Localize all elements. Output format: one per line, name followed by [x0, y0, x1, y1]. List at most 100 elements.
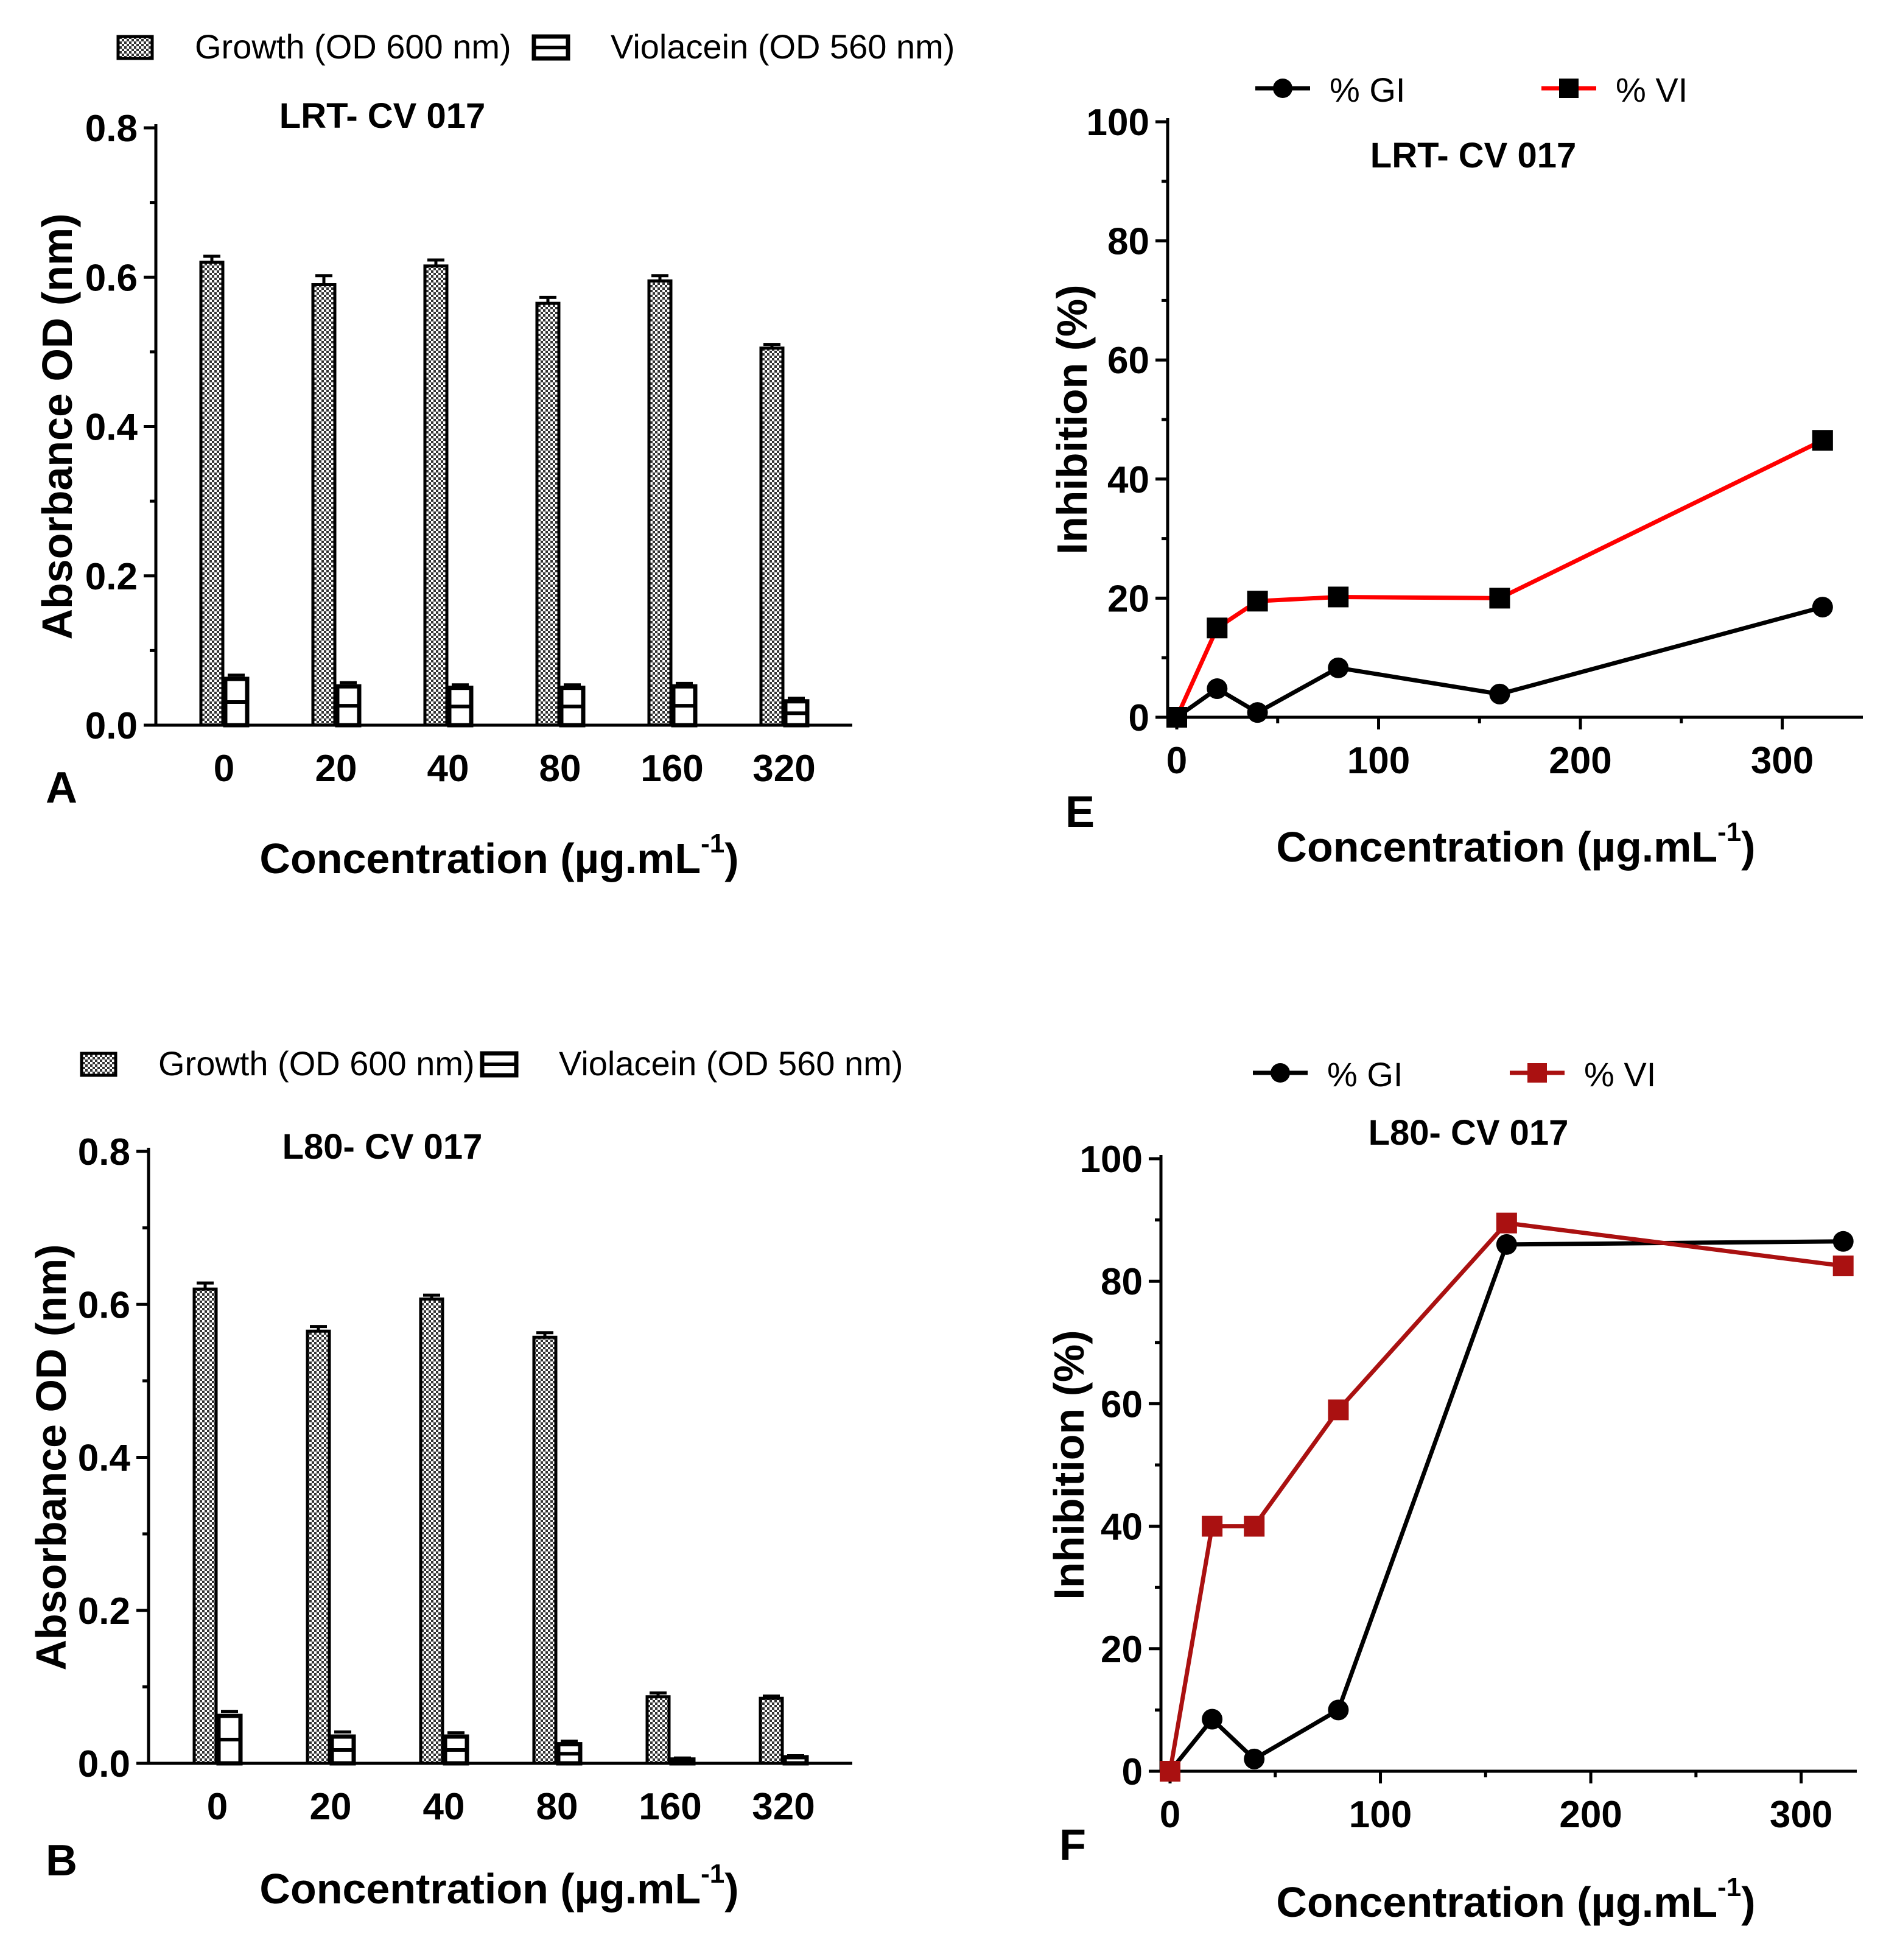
data-point-vi-160	[1496, 1212, 1517, 1234]
x-tick-label: 20	[310, 1786, 352, 1828]
x-axis-label-end: )	[1741, 823, 1755, 871]
data-point-vi-320	[1832, 1256, 1854, 1277]
data-point-vi-320	[1812, 430, 1833, 451]
x-axis-label: Concentration (µg.mL-1)	[259, 1859, 738, 1913]
x-axis-label-main: Concentration (µg.mL	[259, 835, 701, 882]
data-point-gi-20	[1202, 1709, 1223, 1730]
data-point-gi-160	[1496, 1234, 1517, 1255]
y-tick-label: 0	[1122, 1751, 1143, 1793]
series-line-vi	[1174, 438, 1824, 718]
data-point-gi-40	[1247, 702, 1268, 723]
x-tick-label: 300	[1751, 740, 1814, 782]
x-tick-label: 300	[1770, 1794, 1832, 1836]
bar-growth-320	[759, 1696, 784, 1765]
data-point-vi-80	[1328, 586, 1349, 608]
y-tick-label: 0.2	[78, 1590, 130, 1632]
panel-letter: A	[46, 764, 77, 812]
y-axis-label: Absorbance OD (nm)	[27, 1244, 75, 1670]
x-tick-label: 80	[539, 748, 581, 790]
legend-label-0: % GI	[1327, 1055, 1403, 1094]
legend-violacein-label: Violacein (OD 560 nm)	[559, 1044, 903, 1083]
legend-marker-circle	[1273, 79, 1292, 98]
y-tick-label: 0.0	[85, 705, 138, 747]
x-tick-label: 0	[207, 1786, 228, 1828]
y-tick-label: 0.8	[85, 108, 138, 150]
bar-violacein-160	[669, 1757, 696, 1766]
legend-marker-square	[1527, 1063, 1547, 1083]
x-axis-label-end: )	[724, 1865, 738, 1913]
x-tick-label: 0	[1166, 740, 1187, 782]
x-tick-label: 0	[1160, 1794, 1180, 1836]
bar-growth-0	[199, 261, 225, 727]
x-tick-label: 320	[752, 748, 815, 790]
data-point-gi-160	[1489, 683, 1510, 704]
x-axis-label-end: )	[1741, 1878, 1755, 1926]
chart-title: L80- CV 017	[282, 1127, 483, 1167]
data-point-gi-80	[1328, 657, 1349, 678]
panel-letter: F	[1059, 1821, 1086, 1870]
y-tick-label: 0.4	[78, 1438, 131, 1480]
x-tick-label: 40	[423, 1786, 465, 1828]
data-point-vi-0	[1166, 707, 1187, 728]
x-axis-label-superscript: -1	[701, 829, 724, 859]
legend-marker-circle	[1271, 1063, 1290, 1083]
data-point-vi-20	[1207, 617, 1228, 639]
bar-growth-20	[306, 1329, 331, 1765]
legend-marker-square	[1559, 79, 1579, 98]
bar-violacein-320	[782, 1755, 809, 1766]
y-tick-label: 0.2	[85, 556, 138, 598]
data-point-gi-20	[1207, 678, 1228, 700]
panel-letter: B	[46, 1836, 77, 1885]
x-axis-label: Concentration (µg.mL-1)	[1276, 1872, 1755, 1926]
bar-growth-160	[647, 279, 673, 727]
x-axis-label-main: Concentration (µg.mL	[1276, 823, 1717, 871]
x-tick-label: 40	[427, 748, 469, 790]
data-point-gi-80	[1328, 1699, 1349, 1721]
bar-growth-20	[311, 283, 337, 727]
series-line-gi	[1168, 1239, 1843, 1773]
y-tick-label: 0.8	[78, 1131, 130, 1173]
y-axis-label: Absorbance OD (nm)	[33, 213, 81, 639]
x-axis-label-superscript: -1	[1717, 1872, 1741, 1902]
y-tick-label: 0	[1129, 697, 1149, 739]
chart-title: L80- CV 017	[1369, 1113, 1569, 1153]
bar-growth-160	[645, 1695, 671, 1765]
panel-e-line-chart: % GI % VI LRT- CV 017 0 20 40 60 80 100 0 100 200 30…	[1048, 71, 1863, 871]
bar-growth-40	[419, 1297, 444, 1765]
y-tick-label: 0.0	[78, 1743, 130, 1785]
data-point-vi-0	[1160, 1761, 1180, 1782]
panel-a-bar-chart: Growth (OD 600 nm) Violacein (OD 560 nm) L…	[33, 27, 955, 882]
x-tick-label: 100	[1347, 740, 1410, 782]
panel-b-bar-chart: Growth (OD 600 nm) Violacein (OD 560 nm) L…	[27, 1044, 903, 1913]
x-axis-label-main: Concentration (µg.mL	[1276, 1878, 1717, 1926]
x-tick-label: 80	[536, 1786, 578, 1828]
y-tick-label: 60	[1101, 1383, 1143, 1425]
y-tick-label: 60	[1107, 340, 1149, 382]
y-tick-label: 40	[1101, 1506, 1143, 1548]
x-axis-label-superscript: -1	[1717, 817, 1741, 847]
data-point-gi-320	[1832, 1231, 1854, 1252]
bar-growth-80	[535, 301, 561, 727]
data-point-vi-160	[1489, 588, 1510, 609]
y-tick-label: 20	[1107, 578, 1149, 620]
data-point-gi-320	[1812, 597, 1833, 618]
bar-growth-80	[532, 1335, 558, 1765]
legend-growth-label: Growth (OD 600 nm)	[195, 27, 511, 66]
series-line-vi	[1168, 1221, 1844, 1772]
x-tick-label: 200	[1559, 1794, 1622, 1836]
legend-growth-label: Growth (OD 600 nm)	[158, 1044, 475, 1083]
legend-label-1: % VI	[1616, 71, 1688, 109]
bar-growth-320	[759, 346, 785, 727]
y-axis-label: Inhibition (%)	[1045, 1330, 1093, 1600]
legend-label-0: % GI	[1330, 71, 1405, 109]
y-tick-label: 100	[1087, 102, 1149, 144]
y-tick-label: 80	[1107, 221, 1149, 263]
bar-growth-0	[192, 1287, 218, 1765]
x-axis-label: Concentration (µg.mL-1)	[259, 829, 738, 882]
x-tick-label: 100	[1349, 1794, 1412, 1836]
y-tick-label: 100	[1080, 1139, 1143, 1181]
y-tick-label: 0.6	[85, 257, 138, 299]
x-axis-label: Concentration (µg.mL-1)	[1276, 817, 1755, 871]
panel-f-line-chart: % GI % VI L80- CV 017 0 20 40 60 80 100 0 100 200 30…	[1045, 1055, 1857, 1926]
